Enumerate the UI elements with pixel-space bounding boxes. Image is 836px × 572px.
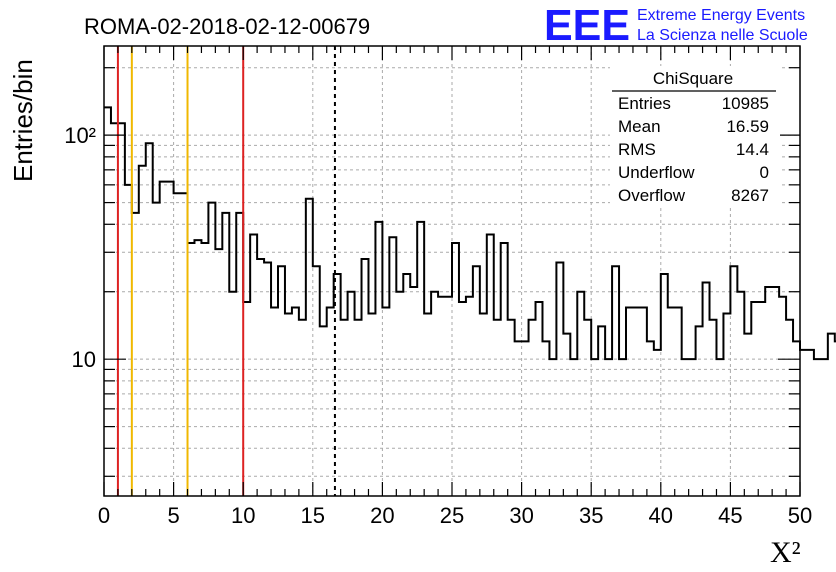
stats-value-entries: 10985: [722, 94, 769, 113]
x-tick-label: 50: [788, 503, 812, 528]
x-tick-label: 15: [301, 503, 325, 528]
x-tick-label: 25: [440, 503, 464, 528]
x-tick-label: 20: [370, 503, 394, 528]
chart-title: ROMA-02-2018-02-12-00679: [84, 14, 370, 39]
histogram-series: [104, 106, 836, 361]
stats-label-mean: Mean: [618, 117, 661, 136]
y-tick-label: 10²: [64, 123, 96, 148]
logo-line-1: Extreme Energy Events: [637, 7, 805, 24]
x-tick-label: 45: [718, 503, 742, 528]
y-axis-label: Entries/bin: [8, 59, 38, 182]
axis-ticks: 10 10² 0 5 10 15 20 25 30 35 40 45 50: [64, 46, 812, 528]
x-tick-label: 5: [167, 503, 179, 528]
x-axis-label: X²: [770, 536, 801, 569]
stats-value-mean: 16.59: [726, 117, 769, 136]
y-tick-label: 10: [72, 347, 96, 372]
stats-title: ChiSquare: [653, 69, 733, 88]
x-tick-label: 40: [649, 503, 673, 528]
stats-value-overflow: 8267: [731, 186, 769, 205]
stats-label-overflow: Overflow: [618, 186, 686, 205]
stats-box: ChiSquare Entries 10985 Mean 16.59 RMS 1…: [610, 66, 780, 206]
eee-logo: EEE Extreme Energy Events La Scienza nel…: [544, 1, 808, 50]
stats-label-underflow: Underflow: [618, 163, 695, 182]
logo-text: EEE: [544, 1, 630, 50]
histogram-line: [104, 106, 836, 361]
x-tick-label: 0: [98, 503, 110, 528]
x-tick-label: 35: [579, 503, 603, 528]
logo-line-2: La Scienza nelle Scuole: [637, 27, 808, 44]
x-tick-label: 10: [231, 503, 255, 528]
x-tick-label: 30: [509, 503, 533, 528]
stats-label-rms: RMS: [618, 140, 656, 159]
stats-label-entries: Entries: [618, 94, 671, 113]
grid: [104, 46, 800, 496]
reference-lines: [116, 46, 336, 496]
stats-box-background: [610, 66, 780, 206]
stats-value-underflow: 0: [760, 163, 769, 182]
stats-value-rms: 14.4: [736, 140, 769, 159]
